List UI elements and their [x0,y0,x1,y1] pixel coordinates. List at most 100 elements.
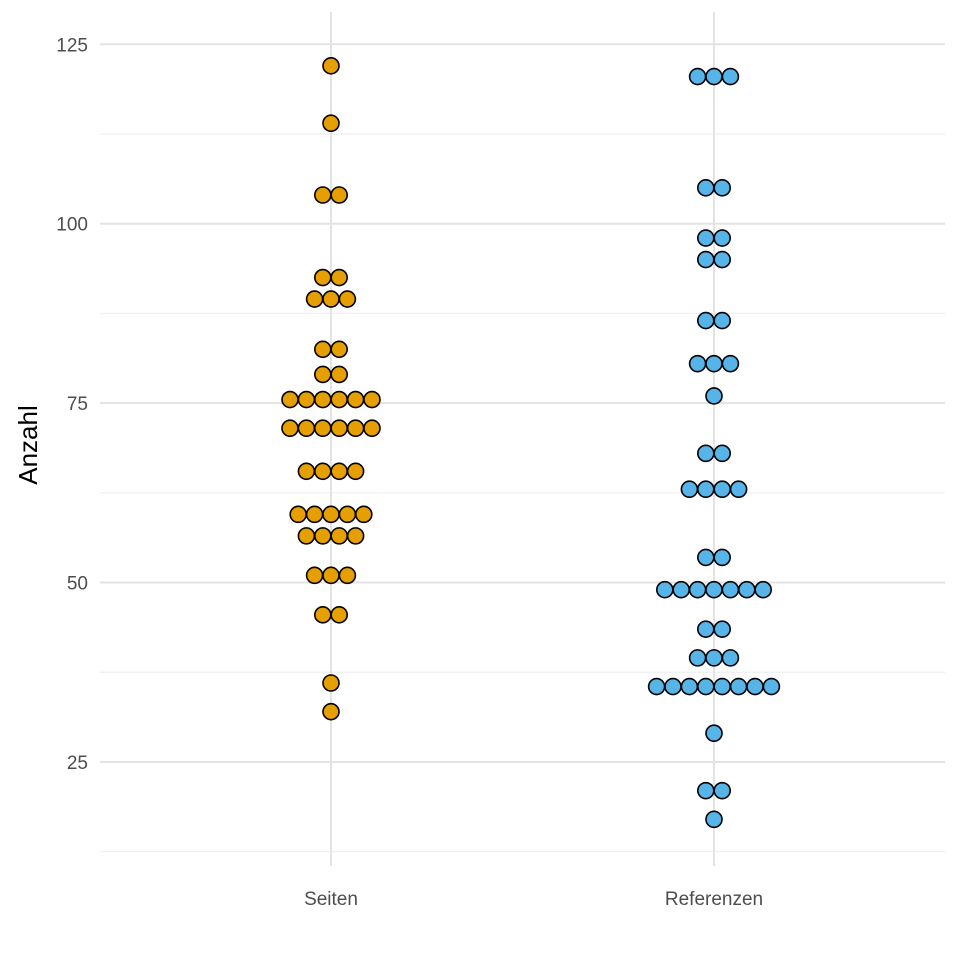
data-point-seiten [305,505,324,524]
data-point-referenzen [737,580,756,599]
data-point-referenzen [713,677,732,696]
data-point-seiten [330,462,349,481]
data-point-seiten [330,390,349,409]
data-point-referenzen [688,649,707,667]
data-point-referenzen [696,620,715,638]
x-tick-label: Seiten [304,889,358,910]
data-point-seiten [313,606,332,624]
y-tick-label: 50 [67,574,88,595]
data-point-referenzen [705,810,723,829]
data-point-seiten [322,114,340,133]
data-point-referenzen [713,250,732,269]
data-point-seiten [297,390,316,409]
data-point-referenzen [688,67,707,86]
data-point-seiten [313,340,332,359]
data-point-seiten [322,505,340,524]
axis-ticks: 25 50 75 100 125 Seiten Referenzen [56,35,763,910]
data-point-referenzen [705,649,723,667]
data-point-seiten [338,566,357,585]
data-point-referenzen [664,677,682,696]
data-point-referenzen [713,444,732,463]
data-point-referenzen [746,677,764,696]
data-point-seiten [289,505,308,524]
y-tick-label: 75 [67,394,88,415]
y-tick-label: 25 [67,753,88,774]
data-point-seiten [297,419,316,438]
data-point-referenzen [721,354,740,373]
data-point-referenzen [680,677,699,696]
data-point-seiten [354,505,373,524]
data-point-seiten [313,419,332,438]
data-point-referenzen [705,724,723,743]
data-point-referenzen [721,580,740,599]
data-point-seiten [281,390,299,409]
data-point-seiten [346,527,365,545]
y-tick-label: 125 [56,35,88,56]
data-point-seiten [338,505,357,524]
data-point-seiten [297,462,316,481]
data-point-referenzen [713,179,732,197]
data-point-referenzen [696,179,715,197]
data-point-seiten [305,290,324,308]
data-point-seiten [313,268,332,287]
data-point-referenzen [647,677,666,696]
y-axis-title: Anzahl [13,405,43,485]
data-point-seiten [322,674,340,692]
data-point-referenzen [696,480,715,499]
data-point-referenzen [729,677,748,696]
data-point-referenzen [705,387,723,405]
data-point-referenzen [713,311,732,330]
y-tick-label: 100 [56,215,88,236]
x-tick-label: Referenzen [665,889,763,910]
data-point-referenzen [696,229,715,247]
data-point-seiten [330,419,349,438]
data-point-seiten [322,702,340,721]
data-point-seiten [330,186,349,204]
data-point-seiten [313,462,332,481]
data-point-referenzen [696,781,715,800]
data-point-referenzen [696,311,715,330]
data-point-referenzen [655,580,674,599]
grid-lines [100,12,945,866]
data-point-referenzen [672,580,691,599]
data-point-referenzen [696,548,715,567]
data-point-referenzen [721,649,740,667]
data-point-seiten [330,365,349,384]
data-point-seiten [330,606,349,624]
data-point-referenzen [713,229,732,247]
data-point-referenzen [754,580,773,599]
data-point-seiten [281,419,299,438]
data-point-referenzen [705,580,723,599]
data-point-referenzen [705,354,723,373]
data-point-referenzen [688,580,707,599]
data-point-referenzen [713,480,732,499]
data-point-seiten [313,365,332,384]
data-point-seiten [305,566,324,585]
data-point-seiten [363,390,381,409]
data-point-seiten [330,268,349,287]
data-point-referenzen [713,781,732,800]
data-point-referenzen [713,548,732,567]
data-point-seiten [313,186,332,204]
data-point-seiten [297,527,316,545]
data-point-referenzen [713,620,732,638]
data-point-seiten [338,290,357,308]
data-point-seiten [330,527,349,545]
data-point-referenzen [721,67,740,86]
data-point-seiten [322,566,340,585]
data-points [281,57,781,829]
data-point-referenzen [680,480,699,499]
data-point-seiten [346,390,365,409]
data-point-seiten [346,462,365,481]
data-point-seiten [363,419,381,438]
data-point-seiten [313,390,332,409]
data-point-referenzen [762,677,781,696]
data-point-seiten [330,340,349,359]
data-point-referenzen [705,67,723,86]
data-point-seiten [313,527,332,545]
data-point-seiten [346,419,365,438]
data-point-referenzen [729,480,748,499]
data-point-referenzen [696,677,715,696]
data-point-referenzen [696,444,715,463]
